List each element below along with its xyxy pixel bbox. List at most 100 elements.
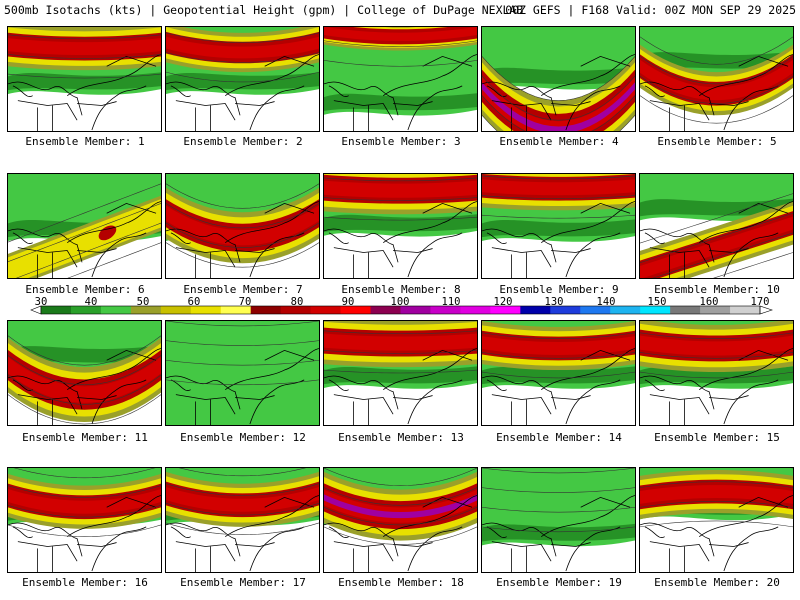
- member-map-panel[interactable]: [7, 320, 162, 426]
- geographic-boundary: [66, 54, 161, 96]
- geographic-boundary: [264, 203, 315, 214]
- jet-max-blob: [98, 225, 117, 241]
- geographic-boundary: [8, 81, 83, 116]
- calm-region: [482, 236, 635, 278]
- geographic-boundary: [649, 247, 710, 268]
- geographic-boundary: [66, 495, 161, 537]
- geographic-boundary: [580, 350, 631, 361]
- wind-field-patch: [8, 345, 161, 364]
- member-map-panel[interactable]: [165, 467, 320, 573]
- geographic-boundary: [407, 85, 463, 131]
- height-contour: [166, 340, 319, 346]
- member-map-panel[interactable]: [323, 320, 478, 426]
- geographic-boundary: [77, 542, 117, 547]
- jet-core-110kt: [324, 494, 477, 519]
- colorbar-tick: 70: [238, 296, 252, 308]
- geographic-boundary: [422, 56, 473, 67]
- member-caption: Ensemble Member: 17: [180, 576, 306, 589]
- member-caption: Ensemble Member: 8: [341, 283, 461, 296]
- member-map-panel[interactable]: [481, 26, 636, 132]
- height-contour: [482, 95, 635, 131]
- height-contour: [482, 487, 635, 493]
- geographic-boundary: [565, 379, 621, 425]
- member-map-panel[interactable]: [481, 467, 636, 573]
- member-map-panel[interactable]: [639, 320, 794, 426]
- height-contour: [652, 232, 793, 278]
- member-map-panel[interactable]: [165, 320, 320, 426]
- calm-region: [482, 383, 635, 425]
- member-caption: Ensemble Member: 10: [654, 283, 780, 296]
- wind-field-patch: [482, 523, 635, 542]
- member-map-panel[interactable]: [639, 26, 794, 132]
- member-map-panel[interactable]: [639, 173, 794, 279]
- height-contour: [8, 73, 161, 79]
- height-contour: [482, 214, 635, 219]
- member-map-panel[interactable]: [323, 26, 478, 132]
- jet-core-90kt: [8, 488, 161, 514]
- colorbar-swatch: [670, 306, 701, 314]
- geographic-boundary: [491, 394, 552, 415]
- height-contour: [640, 352, 793, 359]
- geographic-boundary: [8, 228, 83, 263]
- member-map: [8, 468, 161, 572]
- geographic-boundary: [482, 522, 557, 557]
- member-map-panel[interactable]: [481, 320, 636, 426]
- height-contour: [482, 468, 635, 474]
- member-map-panel[interactable]: [7, 467, 162, 573]
- jet-band-70kt: [8, 199, 161, 278]
- member-map: [324, 27, 477, 131]
- jet-core-90kt: [640, 216, 793, 278]
- geographic-boundary: [640, 375, 715, 410]
- colorbar-swatch: [610, 306, 641, 314]
- geographic-boundary: [175, 541, 236, 562]
- colorbar-tick: 50: [136, 296, 150, 308]
- geographic-boundary: [580, 497, 631, 508]
- isotach-colorbar: 30 40 50 60 70 80 90 100 110 120 130 140 150 160 170: [0, 296, 800, 320]
- geographic-boundary: [486, 379, 507, 391]
- geographic-boundary: [166, 375, 241, 410]
- geographic-boundary: [175, 394, 236, 415]
- member-map-panel[interactable]: [323, 467, 478, 573]
- member-map: [8, 27, 161, 131]
- geographic-boundary: [264, 56, 315, 67]
- model-run-info: 00Z GEFS | F168 Valid: 00Z MON SEP 29 20…: [505, 3, 796, 17]
- member-map-panel[interactable]: [323, 173, 478, 279]
- member-map: [640, 174, 793, 278]
- member-caption: Ensemble Member: 9: [499, 283, 619, 296]
- wind-field-patch: [324, 214, 477, 232]
- member-map-panel[interactable]: [7, 26, 162, 132]
- geographic-boundary: [580, 203, 631, 214]
- height-contour: [324, 369, 477, 374]
- member-map-panel[interactable]: [481, 173, 636, 279]
- geographic-boundary: [649, 394, 710, 415]
- member-caption: Ensemble Member: 16: [22, 576, 148, 589]
- member-caption: Ensemble Member: 15: [654, 431, 780, 444]
- geographic-boundary: [17, 100, 78, 121]
- member-map: [8, 321, 161, 425]
- colorbar-tick: 100: [390, 296, 410, 308]
- colorbar-swatch: [130, 306, 162, 314]
- geographic-boundary: [106, 497, 157, 508]
- member-map-panel[interactable]: [165, 173, 320, 279]
- colorbar-tick: 150: [647, 296, 667, 308]
- colorbar-outline: [40, 305, 761, 315]
- geographic-boundary: [407, 379, 463, 425]
- height-contour: [166, 379, 319, 386]
- calm-region: [324, 230, 477, 278]
- geographic-boundary: [709, 395, 749, 400]
- geographic-boundary: [698, 54, 793, 96]
- geographic-boundary: [264, 497, 315, 508]
- member-map-panel[interactable]: [639, 467, 794, 573]
- geographic-boundary: [333, 247, 394, 268]
- geographic-boundary: [249, 85, 305, 131]
- member-caption: Ensemble Member: 14: [496, 431, 622, 444]
- geographic-boundary: [224, 54, 319, 96]
- geographic-boundary: [249, 526, 305, 572]
- height-contour: [324, 330, 477, 335]
- geographic-boundary: [723, 526, 779, 572]
- geographic-boundary: [382, 495, 477, 537]
- height-contour: [13, 468, 156, 479]
- member-map-panel[interactable]: [7, 173, 162, 279]
- colorbar-swatch: [520, 306, 551, 314]
- member-map-panel[interactable]: [165, 26, 320, 132]
